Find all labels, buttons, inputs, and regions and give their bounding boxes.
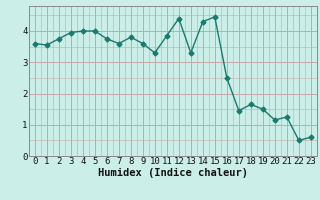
- X-axis label: Humidex (Indice chaleur): Humidex (Indice chaleur): [98, 168, 248, 178]
